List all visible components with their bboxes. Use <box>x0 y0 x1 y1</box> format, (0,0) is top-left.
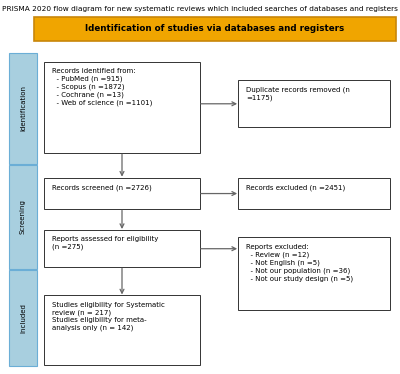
Text: Records identified from:
  - PubMed (n =915)
  - Scopus (n =1872)
  - Cochrane (: Records identified from: - PubMed (n =91… <box>52 68 152 106</box>
FancyBboxPatch shape <box>44 62 200 153</box>
Text: Included: Included <box>20 303 26 333</box>
Text: Studies eligibility for Systematic
review (n = 217)
Studies eligibility for meta: Studies eligibility for Systematic revie… <box>52 302 165 331</box>
Text: Identification of studies via databases and registers: Identification of studies via databases … <box>85 24 345 34</box>
FancyBboxPatch shape <box>238 178 390 209</box>
Text: Reports excluded:
  - Review (n =12)
  - Not English (n =5)
  - Not our populati: Reports excluded: - Review (n =12) - Not… <box>246 244 353 282</box>
Text: Identification: Identification <box>20 86 26 131</box>
FancyBboxPatch shape <box>44 178 200 209</box>
Text: Screening: Screening <box>20 199 26 234</box>
Text: PRISMA 2020 flow diagram for new systematic reviews which included searches of d: PRISMA 2020 flow diagram for new systema… <box>2 6 400 12</box>
FancyBboxPatch shape <box>9 53 37 164</box>
Text: Records screened (n =2726): Records screened (n =2726) <box>52 184 152 190</box>
FancyBboxPatch shape <box>44 295 200 365</box>
FancyBboxPatch shape <box>9 165 37 269</box>
Text: Reports assessed for eligibility
(n =275): Reports assessed for eligibility (n =275… <box>52 236 158 250</box>
Text: Duplicate records removed (n
=1175): Duplicate records removed (n =1175) <box>246 87 350 101</box>
FancyBboxPatch shape <box>44 230 200 267</box>
FancyBboxPatch shape <box>9 270 37 366</box>
Text: Records excluded (n =2451): Records excluded (n =2451) <box>246 184 345 190</box>
FancyBboxPatch shape <box>238 80 390 127</box>
FancyBboxPatch shape <box>238 237 390 310</box>
FancyBboxPatch shape <box>34 17 396 41</box>
